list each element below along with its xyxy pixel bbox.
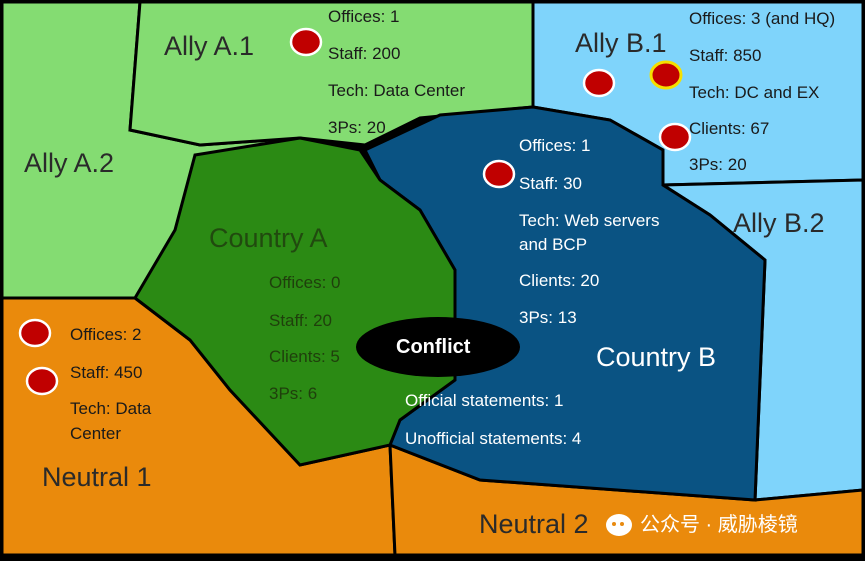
country-a-clients: Clients: 5 — [269, 347, 340, 366]
country-b-tech-cont: and BCP — [519, 235, 588, 254]
conflict-ellipse — [356, 317, 520, 377]
watermark-text: 公众号 · 威胁棱镜 — [640, 514, 798, 536]
neutral-1-offices: Offices: 2 — [70, 325, 142, 344]
country-b-unofficial-statements: Unofficial statements: 4 — [405, 429, 582, 448]
chat-bubble-icon — [606, 514, 632, 536]
ally-b1-tech: Tech: DC and EX — [689, 83, 820, 102]
country-b-offices: Offices: 1 — [519, 136, 591, 155]
neutral-1-name: Neutral 1 — [42, 462, 152, 492]
ally-b1-3ps: 3Ps: 20 — [689, 155, 747, 174]
ally-a1-offices: Offices: 1 — [328, 7, 400, 26]
ally-a1-staff: Staff: 200 — [328, 44, 401, 63]
neutral-1-staff: Staff: 450 — [70, 363, 143, 382]
country-b-clients: Clients: 20 — [519, 271, 600, 290]
country-b-3ps: 3Ps: 13 — [519, 308, 577, 327]
country-b-tech: Tech: Web servers — [519, 211, 660, 230]
neutral-2-name: Neutral 2 — [479, 509, 589, 539]
ally-a1-3ps: 3Ps: 20 — [328, 118, 386, 137]
country-a-name: Country A — [209, 223, 328, 253]
neutral-1-tech: Tech: Data — [70, 399, 152, 418]
watermark: 公众号 · 威胁棱镜 — [606, 514, 798, 536]
office-marker-ally-a1 — [289, 27, 323, 57]
office-marker-neutral-1-a — [18, 318, 52, 348]
office-marker-neutral-1-b — [25, 366, 59, 396]
region-country-a — [133, 136, 457, 467]
ally-b2-name: Ally B.2 — [733, 208, 825, 238]
ally-b1-offices: Offices: 3 (and HQ) — [689, 9, 836, 28]
country-b-staff: Staff: 30 — [519, 174, 583, 193]
ally-b1-staff: Staff: 850 — [689, 46, 762, 65]
country-a-offices: Offices: 0 — [269, 273, 341, 292]
office-marker-ally-b1-b — [658, 122, 692, 152]
country-b-name: Country B — [596, 342, 717, 372]
country-a-3ps: 3Ps: 6 — [269, 384, 318, 403]
hq-marker-ally-b1 — [649, 60, 683, 90]
ally-a1-name: Ally A.1 — [164, 31, 255, 61]
ally-a2-name: Ally A.2 — [24, 148, 115, 178]
ally-a1-tech: Tech: Data Center — [328, 81, 466, 100]
office-marker-country-b — [482, 159, 516, 189]
conflict-label: Conflict — [396, 336, 471, 358]
office-marker-ally-b1-a — [582, 68, 616, 98]
country-a-staff: Staff: 20 — [269, 311, 333, 330]
neutral-1-tech-cont: Center — [70, 424, 122, 443]
ally-b1-name: Ally B.1 — [575, 28, 667, 58]
country-b-official-statements: Official statements: 1 — [405, 391, 564, 410]
ally-b1-clients: Clients: 67 — [689, 119, 770, 138]
